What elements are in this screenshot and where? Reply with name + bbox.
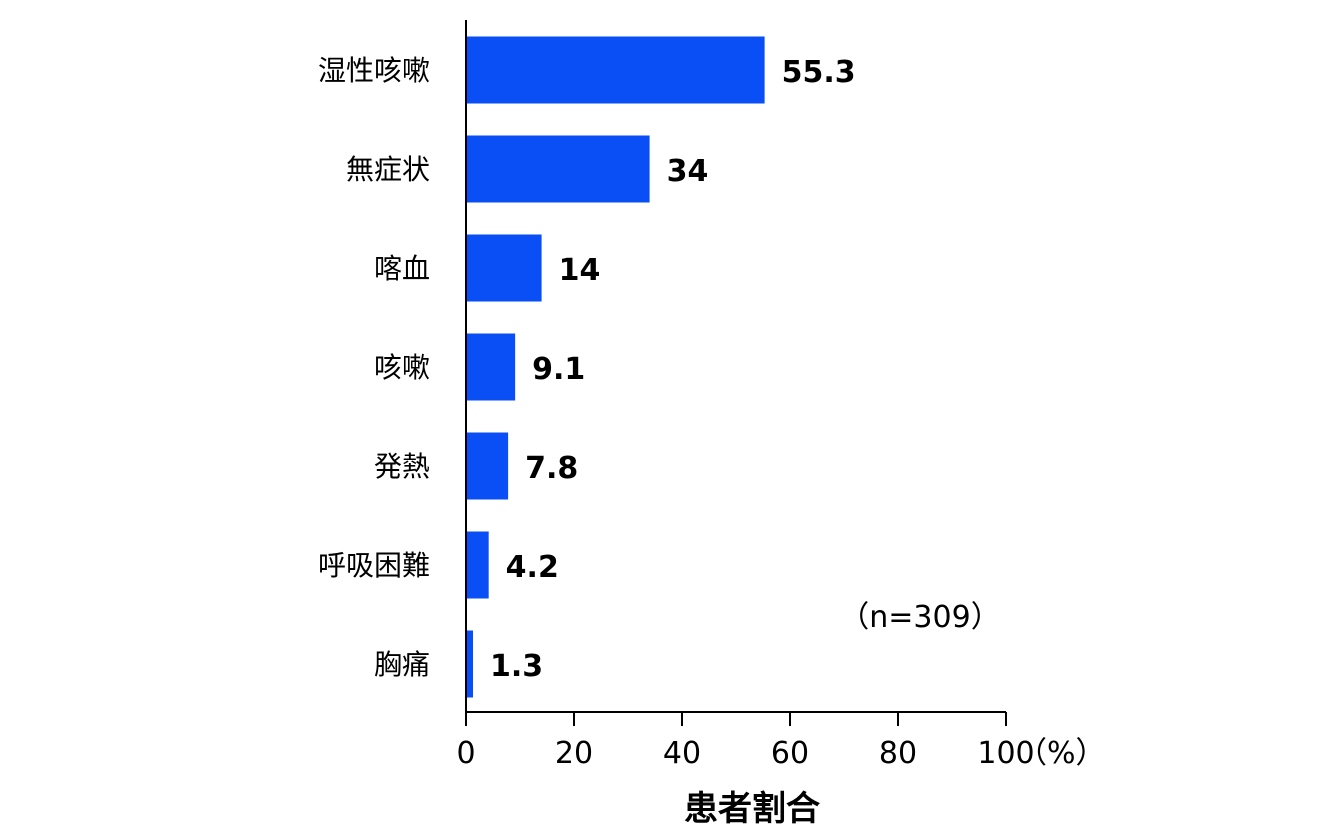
x-tick-label-1: 20 — [555, 736, 593, 771]
x-axis-title: 患者割合 — [684, 789, 820, 828]
bar-2 — [466, 234, 542, 302]
bar-5 — [466, 531, 489, 599]
bar-6 — [466, 630, 474, 698]
value-label-1: 34 — [667, 154, 709, 189]
category-label-0: 湿性咳嗽 — [318, 54, 430, 87]
value-label-0: 55.3 — [782, 55, 856, 90]
labels-layer: 湿性咳嗽 55.3 無症状 34 喀血 14 咳嗽 9.1 発熱 7.8 呼吸困難 4.2 胸痛 1.3 — [318, 54, 856, 684]
x-axis-unit: （%） — [1017, 736, 1106, 771]
value-label-2: 14 — [559, 253, 601, 288]
value-label-3: 9.1 — [532, 352, 585, 387]
category-label-2: 喀血 — [374, 252, 430, 285]
bar-0 — [466, 36, 765, 104]
x-tick-label-3: 60 — [771, 736, 809, 771]
category-label-5: 呼吸困難 — [318, 549, 430, 582]
bar-3 — [466, 333, 516, 401]
x-tick-label-2: 40 — [663, 736, 701, 771]
bars-layer — [466, 36, 765, 698]
bar-4 — [466, 432, 509, 500]
category-label-1: 無症状 — [346, 153, 430, 186]
x-tick-label-5: 100 — [977, 736, 1034, 771]
value-label-6: 1.3 — [490, 649, 543, 684]
value-label-4: 7.8 — [525, 451, 578, 486]
category-label-4: 発熱 — [374, 450, 430, 483]
category-label-6: 胸痛 — [374, 648, 430, 681]
sample-size-note: （n=309） — [839, 600, 1000, 635]
category-label-3: 咳嗽 — [374, 351, 430, 384]
x-ticks-layer: 0 20 40 60 80 100 — [456, 712, 1035, 771]
x-tick-label-0: 0 — [456, 736, 475, 771]
value-label-5: 4.2 — [506, 550, 559, 585]
x-tick-label-4: 80 — [879, 736, 917, 771]
bar-1 — [466, 135, 650, 203]
